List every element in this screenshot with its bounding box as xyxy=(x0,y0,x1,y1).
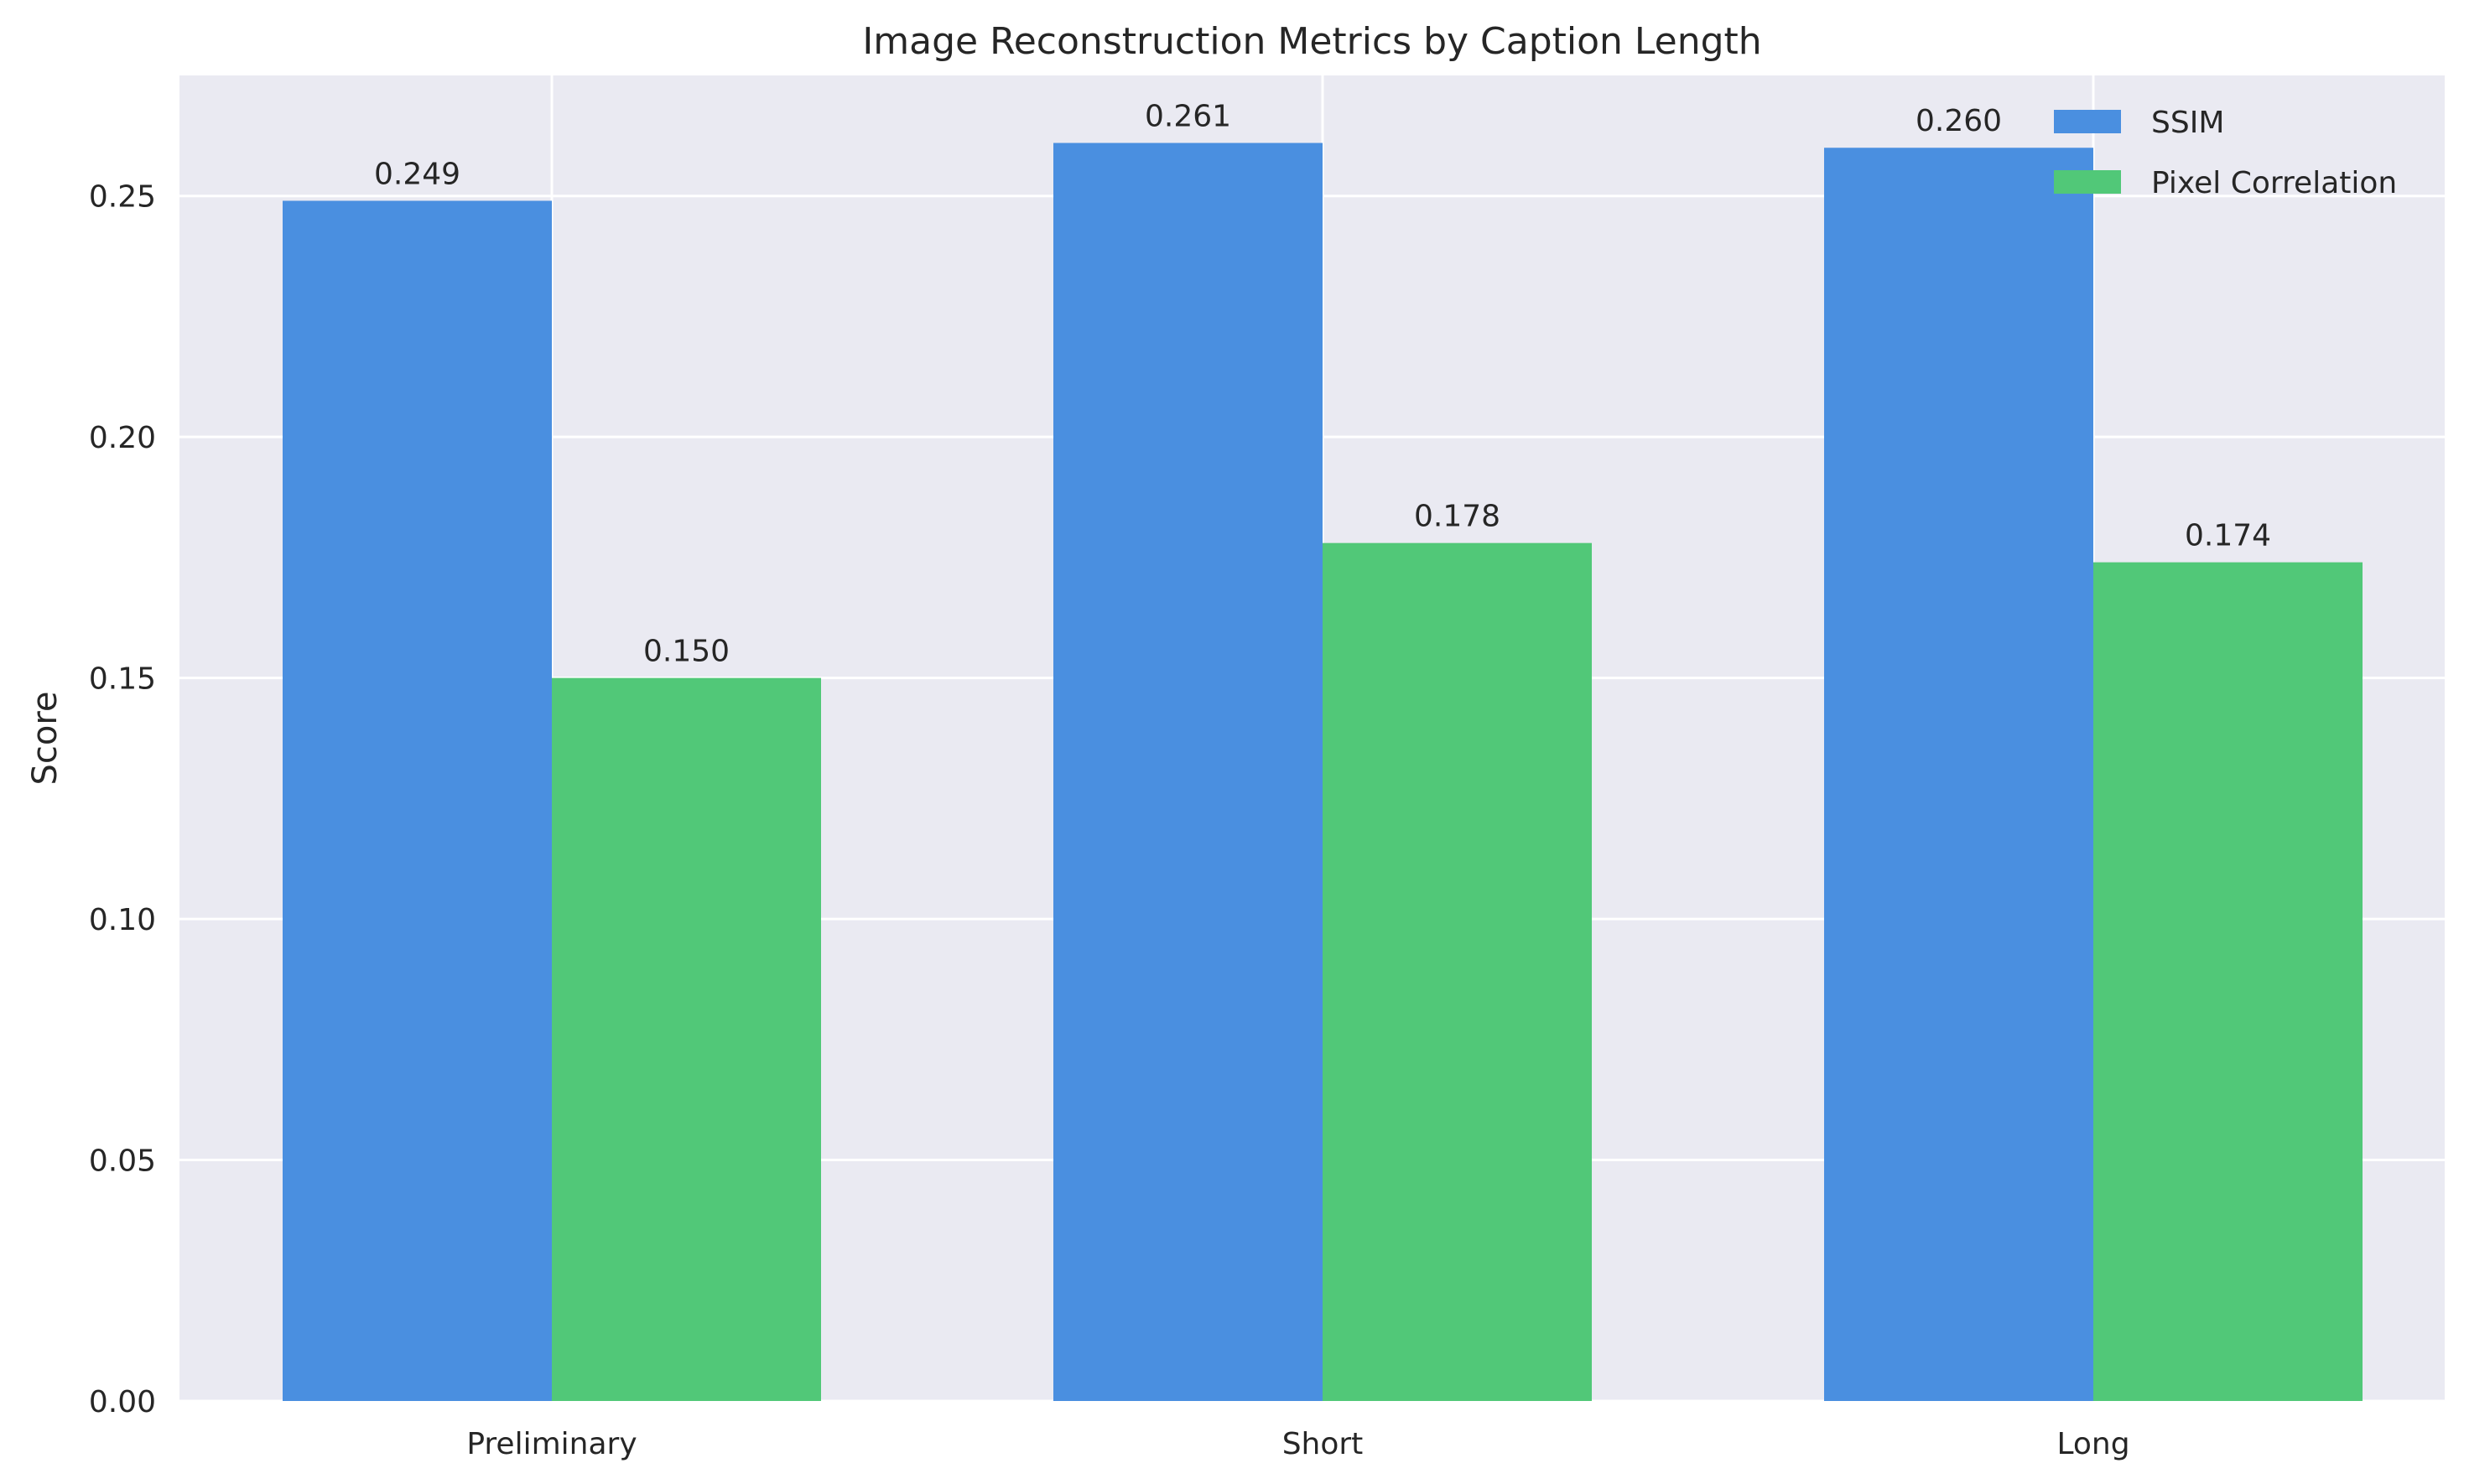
y-axis-ticks: 0.00 0.05 0.10 0.15 0.20 0.25 xyxy=(89,180,156,1419)
x-tick-label: Long xyxy=(2056,1427,2129,1461)
y-tick-label: 0.00 xyxy=(89,1385,156,1419)
chart-title: Image Reconstruction Metrics by Caption … xyxy=(862,20,1761,63)
x-tick-label: Preliminary xyxy=(466,1427,637,1461)
legend-swatch xyxy=(2054,110,2121,133)
bar-pixel-correlation-preliminary xyxy=(552,677,821,1401)
y-tick-label: 0.15 xyxy=(89,662,156,697)
bar-pixel-correlation-long xyxy=(2093,562,2363,1401)
y-axis-label: Score xyxy=(26,691,65,785)
data-label: 0.249 xyxy=(374,157,460,191)
data-labels: 0.249 0.261 0.260 0.150 0.178 0.174 xyxy=(374,99,2271,668)
x-axis-ticks: Preliminary Short Long xyxy=(466,1427,2129,1461)
data-label: 0.178 xyxy=(1414,500,1500,534)
bar-pixel-correlation-short xyxy=(1323,542,1592,1401)
bars xyxy=(283,143,2363,1402)
data-label: 0.174 xyxy=(2185,519,2271,553)
data-label: 0.150 xyxy=(643,635,730,669)
y-tick-label: 0.25 xyxy=(89,180,156,215)
y-tick-label: 0.20 xyxy=(89,421,156,455)
y-tick-label: 0.10 xyxy=(89,903,156,937)
data-label: 0.261 xyxy=(1145,99,1231,133)
x-tick-label: Short xyxy=(1282,1427,1364,1461)
legend-label: SSIM xyxy=(2151,106,2224,140)
bar-ssim-preliminary xyxy=(283,200,552,1402)
legend: SSIM Pixel Correlation xyxy=(2054,106,2397,200)
legend-label: Pixel Correlation xyxy=(2151,166,2397,200)
bar-ssim-short xyxy=(1053,143,1323,1401)
legend-swatch xyxy=(2054,170,2121,194)
data-label: 0.260 xyxy=(1916,104,2002,138)
y-tick-label: 0.05 xyxy=(89,1144,156,1179)
bar-ssim-long xyxy=(1824,148,2093,1402)
